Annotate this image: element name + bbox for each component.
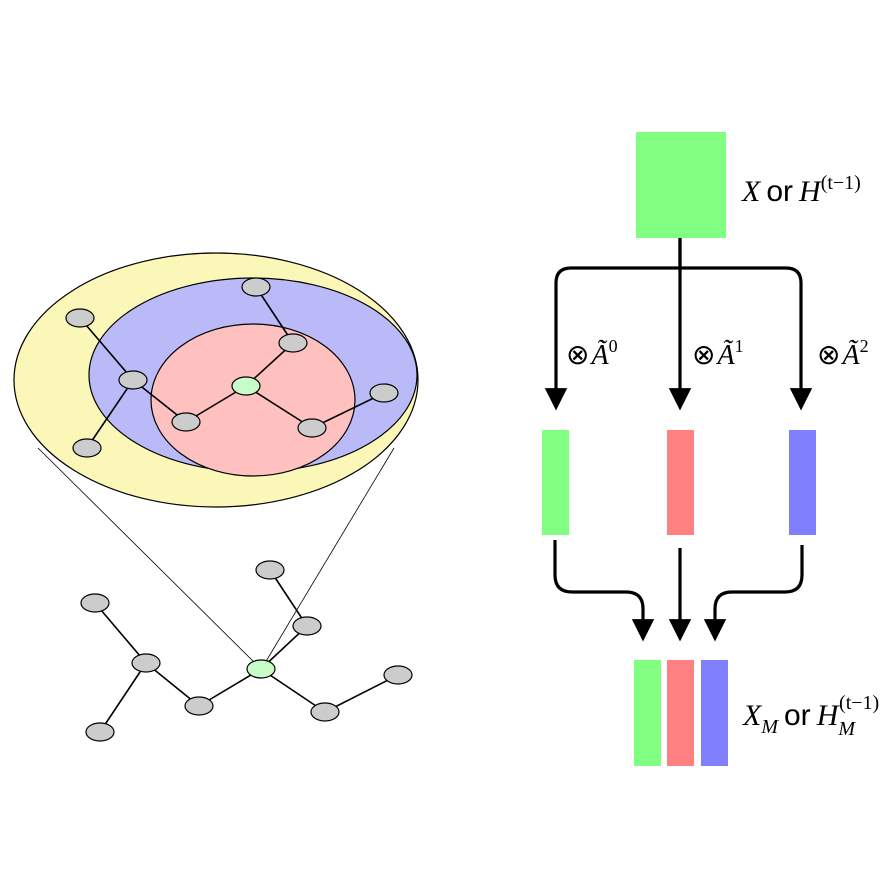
- hop-0-block: [542, 430, 569, 535]
- split-arrow-right: [680, 266, 813, 411]
- zoom-nodes: [65, 277, 399, 458]
- graph-node: [310, 702, 340, 722]
- op-label-2: ⊗Ã2: [817, 336, 869, 371]
- zoom-node: [171, 412, 201, 432]
- zoom-node: [72, 438, 102, 458]
- graph-node: [255, 560, 285, 580]
- output-block-red: [667, 660, 694, 766]
- graph-node: [80, 593, 110, 613]
- hop-0-disk: [150, 323, 356, 477]
- graph: [80, 560, 413, 742]
- graph-edges: [94, 569, 399, 733]
- graph-node: [292, 616, 322, 636]
- graph-nodes: [80, 560, 413, 742]
- op-label-1: ⊗Ã1: [692, 336, 744, 371]
- zoom-projection-line-right: [261, 447, 395, 669]
- split-arrow-left: [544, 238, 682, 411]
- zoom-projection-line-left: [37, 447, 261, 669]
- graph-node: [383, 665, 413, 685]
- op-label-0: ⊗Ã0: [566, 336, 618, 371]
- zoom-node: [118, 370, 148, 390]
- graph-node: [131, 653, 161, 673]
- graph-node: [184, 696, 214, 716]
- zoom-center-node: [231, 376, 261, 396]
- zoom-node: [241, 277, 271, 297]
- zoom-node: [369, 383, 399, 403]
- merge-arrow-right: [703, 545, 804, 642]
- output-block-green: [634, 660, 661, 766]
- graph-node: [85, 722, 115, 742]
- hop-2-block: [789, 430, 816, 535]
- merge-arrow-left: [553, 540, 655, 642]
- output-block-blue: [701, 660, 728, 766]
- neighborhood-zoom: [13, 252, 419, 669]
- graph-center-node: [246, 659, 276, 679]
- zoom-node: [65, 308, 95, 328]
- zoom-node: [297, 418, 327, 438]
- output-label: XM or HM(t−1): [742, 692, 879, 740]
- input-block: [636, 132, 726, 238]
- hop-1-block: [667, 430, 694, 535]
- zoom-node: [278, 333, 308, 353]
